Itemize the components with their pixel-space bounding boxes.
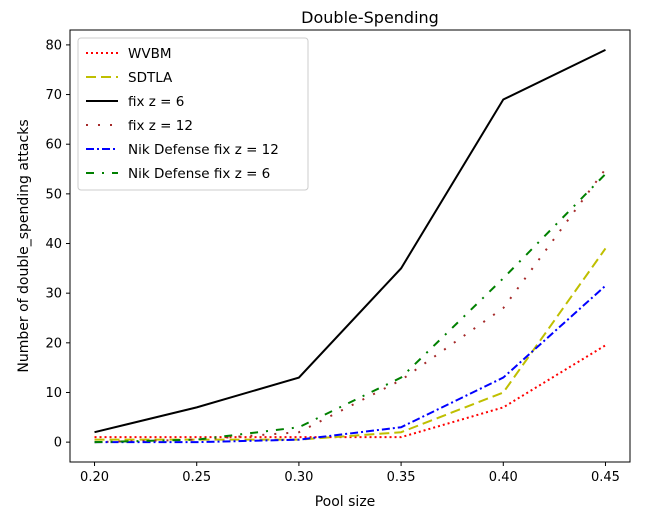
y-axis-label: Number of double_spending attacks	[16, 119, 32, 372]
y-tick-label: 20	[45, 336, 62, 351]
y-tick-label: 50	[45, 187, 62, 202]
y-tick-label: 0	[54, 436, 62, 451]
x-axis-label: Pool size	[315, 494, 376, 510]
series-line-3	[94, 48, 606, 434]
x-tick-label: 0.25	[182, 470, 211, 485]
legend-box	[77, 37, 309, 191]
series-line-5	[94, 284, 607, 444]
legend-entry-label: Nik Defense fix z = 6	[128, 166, 270, 182]
y-tick-label: 30	[45, 287, 62, 302]
legend-entry-label: SDTLA	[128, 70, 173, 86]
legend-entry-label: fix z = 12	[128, 118, 193, 134]
legend-entry-label: fix z = 6	[128, 94, 184, 110]
chart-title: Double-Spending	[301, 8, 439, 27]
y-tick-label: 10	[45, 386, 62, 401]
x-tick-label: 0.35	[387, 470, 416, 485]
axes-frame	[69, 29, 631, 463]
plot-area	[94, 48, 607, 444]
x-tick-label: 0.30	[284, 470, 313, 485]
series-line-4	[94, 168, 607, 444]
legend-entry-label: WVBM	[128, 46, 172, 62]
legend: WVBM SDTLA fix z = 6 fix z = 12 Nik Defense …	[77, 37, 309, 191]
series-line-2	[94, 247, 607, 441]
y-tick-label: 80	[45, 38, 62, 53]
legend-entry-label: Nik Defense fix z = 12	[128, 142, 279, 158]
axis-ticks: 0.20 0.25 0.30 0.35 0.40 0.45 0 10 20 30 40 50 60 70 8…	[45, 38, 619, 485]
x-tick-label: 0.40	[489, 470, 518, 485]
x-tick-label: 0.45	[591, 470, 620, 485]
series-line-6	[94, 173, 607, 444]
y-tick-label: 70	[45, 88, 62, 103]
x-tick-label: 0.20	[80, 470, 109, 485]
series-line-1	[94, 344, 606, 439]
y-tick-label: 40	[45, 237, 62, 252]
y-tick-label: 60	[45, 138, 62, 153]
